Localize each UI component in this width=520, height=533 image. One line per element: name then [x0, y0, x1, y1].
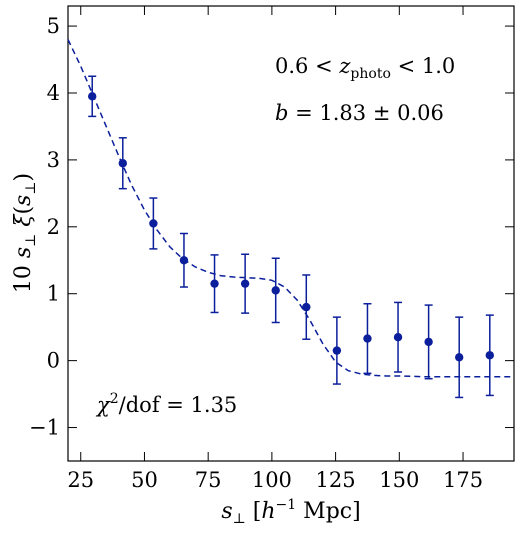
ticks: 25 50 75 100 125 150 175 −1 0 1 2 3 4 5 [29, 6, 514, 492]
data-point [118, 159, 127, 168]
data-points-layer [88, 75, 494, 399]
x-tick-label: 125 [316, 468, 356, 492]
annotation-bias: b = 1.83 ± 0.06 [275, 101, 444, 125]
x-tick-label: 75 [195, 468, 222, 492]
x-tick-label: 150 [379, 468, 419, 492]
data-point [302, 302, 311, 312]
data-point [393, 333, 403, 342]
y-tick-label: 4 [47, 81, 60, 105]
x-tick-label: 175 [443, 468, 483, 492]
data-point [271, 286, 280, 295]
data-point [332, 346, 342, 355]
x-tick-label: 50 [131, 468, 158, 492]
y-tick-label: 1 [47, 282, 60, 306]
y-tick-label: 0 [47, 349, 60, 373]
y-tick-label: 2 [47, 215, 60, 239]
x-tick-label: 100 [252, 468, 292, 492]
data-point [88, 92, 97, 101]
x-axis-title: s⊥ [h−1 Mpc] [221, 497, 360, 527]
annotation-chi2: χ2/dof = 1.35 [95, 391, 237, 417]
data-point [455, 353, 464, 362]
model-curve [67, 39, 514, 378]
y-tick-label: 5 [47, 14, 60, 38]
data-point [363, 334, 372, 343]
data-point [179, 256, 189, 265]
y-tick-label: −1 [29, 416, 60, 440]
model-curve-layer [67, 39, 514, 378]
data-point [424, 337, 433, 347]
annotation-z-range: 0.6 < zphoto < 1.0 [275, 54, 455, 82]
y-axis-title: 10 s⊥ ξ(s⊥) [11, 173, 39, 293]
data-point [149, 219, 158, 228]
x-tick-label: 25 [67, 468, 94, 492]
data-point [240, 279, 250, 288]
data-point [485, 351, 494, 360]
data-point [210, 279, 219, 288]
plot-frame [67, 5, 515, 462]
y-tick-label: 3 [47, 148, 60, 172]
